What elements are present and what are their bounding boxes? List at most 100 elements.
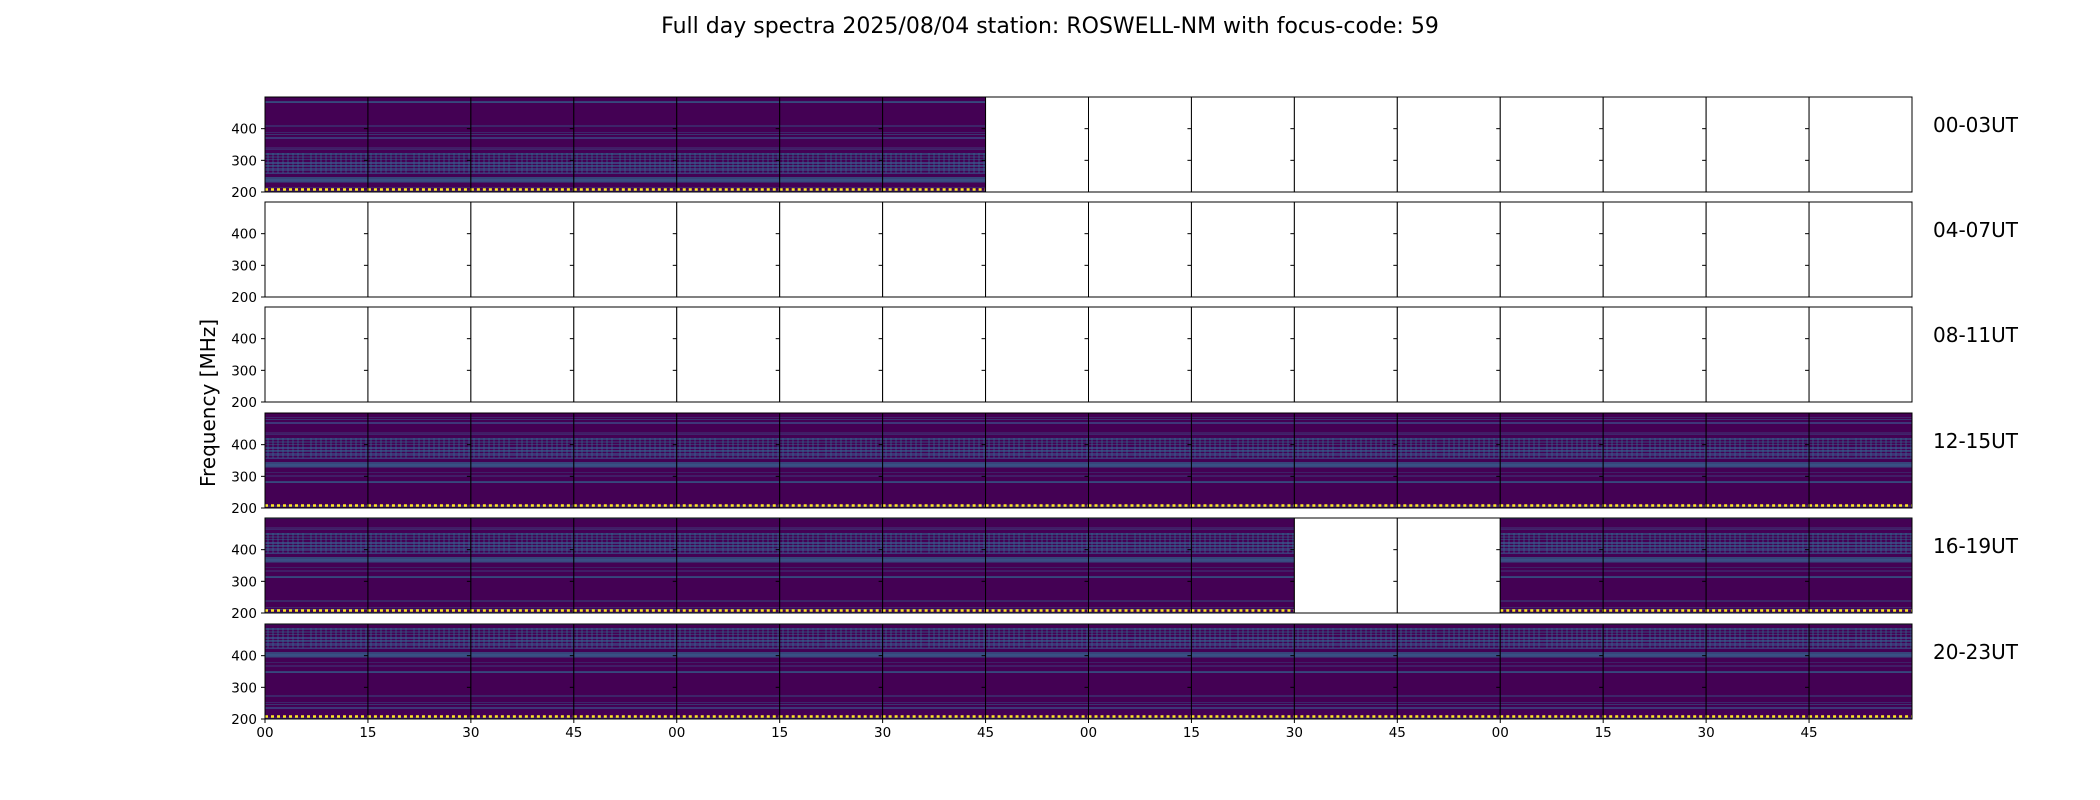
row-label: 20-23UT: [1933, 640, 2019, 664]
spectrum-panel: [573, 624, 677, 719]
empty-panel: [1809, 202, 1912, 297]
spectrum-panel: [882, 624, 986, 719]
y-tick-label: 200: [231, 290, 257, 306]
spectrum-panel: [265, 624, 368, 719]
spectrum-panel: [1191, 624, 1295, 719]
spectrum-panel: [1088, 624, 1192, 719]
spectrum-panel: [882, 97, 986, 192]
spectrum-panel: [265, 413, 368, 508]
empty-panel: [265, 202, 368, 297]
empty-panel: [1706, 307, 1810, 402]
x-tick-label: 00: [1080, 725, 1097, 741]
empty-panel: [882, 202, 986, 297]
spectrum-panel: [573, 413, 677, 508]
x-tick-label: 15: [1595, 725, 1612, 741]
panel-frame: [1808, 623, 1913, 720]
row-label: 16-19UT: [1933, 534, 2019, 558]
y-tick-label: 400: [231, 649, 257, 665]
y-tick-label: 400: [231, 122, 257, 138]
empty-panel: [1294, 97, 1398, 192]
empty-panel: [779, 202, 883, 297]
empty-panel: [1809, 307, 1912, 402]
y-tick-label: 200: [231, 606, 257, 622]
spectrum-panel: [1500, 518, 1604, 613]
x-tick-label: 45: [977, 725, 994, 741]
spectrum-panel: [1603, 413, 1707, 508]
spectrum-panel: [779, 97, 883, 192]
spectrum-panel: [1706, 518, 1810, 613]
spectrum-panel: [1191, 413, 1295, 508]
spectrum-panel: [1603, 518, 1707, 613]
spectrum-panel: [1706, 624, 1810, 719]
spectra-row: 400 300 200 00-03UT: [231, 96, 2019, 201]
y-tick-label: 300: [231, 469, 257, 485]
row-label: 12-15UT: [1933, 429, 2019, 453]
spectrum-panel: [573, 97, 677, 192]
panel-frame: [1808, 201, 1913, 298]
y-tick-label: 300: [231, 680, 257, 696]
x-tick-label: 45: [565, 725, 582, 741]
spectra-row: 400 300 200 08-11UT: [231, 306, 2019, 411]
spectrum-panel: [676, 624, 780, 719]
empty-panel: [1191, 202, 1295, 297]
x-tick-label: 15: [1183, 725, 1200, 741]
panel-frame: [1808, 96, 1913, 193]
empty-panel: [470, 202, 574, 297]
x-tick-label: 30: [462, 725, 479, 741]
spectrum-panel: [265, 518, 368, 613]
y-tick-label: 400: [231, 332, 257, 348]
empty-panel: [1191, 307, 1295, 402]
spectra-row: 400 300 200 16-19UT: [231, 517, 2019, 622]
spectrum-panel: [882, 518, 986, 613]
x-tick-label: 00: [668, 725, 685, 741]
spectrum-panel: [882, 413, 986, 508]
y-tick-label: 200: [231, 395, 257, 411]
empty-panel: [1397, 97, 1501, 192]
spectrum-panel: [367, 97, 471, 192]
empty-panel: [985, 97, 1089, 192]
spectrum-panel: [1294, 413, 1398, 508]
spectrum-panel: [676, 97, 780, 192]
x-tick-label: 45: [1389, 725, 1406, 741]
spectrum-panel: [779, 518, 883, 613]
row-label: 04-07UT: [1933, 218, 2019, 242]
spectrum-panel: [1088, 518, 1192, 613]
empty-panel: [1397, 307, 1501, 402]
spectrum-panel: [1294, 624, 1398, 719]
spectrum-panel: [470, 413, 574, 508]
y-tick-label: 200: [231, 712, 257, 728]
spectra-row: 400 300 200 12-15UT: [231, 412, 2019, 517]
spectra-row: 400 300 200 04-07UT: [231, 201, 2019, 306]
spectra-rows: 400 300 200 00-03UT 400 300 200 04-07UT 400 300 20…: [231, 96, 2019, 728]
panel-frame: [1808, 517, 1913, 614]
empty-panel: [779, 307, 883, 402]
empty-panel: [470, 307, 574, 402]
panel-frame: [1808, 412, 1913, 509]
empty-panel: [1397, 202, 1501, 297]
y-tick-label: 300: [231, 363, 257, 379]
spectrum-panel: [1397, 624, 1501, 719]
empty-panel: [1294, 307, 1398, 402]
x-tick-label: 30: [1286, 725, 1303, 741]
chart-title: Full day spectra 2025/08/04 station: ROS…: [661, 14, 1439, 39]
spectrum-panel: [470, 518, 574, 613]
spectrum-panel: [676, 518, 780, 613]
x-axis: 00 15 30 45 00 15 30 45 00 15 30 45 00 15 30 45: [256, 719, 1818, 741]
y-tick-label: 300: [231, 574, 257, 590]
y-tick-label: 200: [231, 185, 257, 201]
empty-panel: [676, 307, 780, 402]
spectrum-panel: [985, 624, 1089, 719]
y-tick-label: 400: [231, 438, 257, 454]
empty-panel: [1706, 97, 1810, 192]
y-tick-label: 400: [231, 543, 257, 559]
empty-panel: [882, 307, 986, 402]
x-tick-label: 45: [1800, 725, 1817, 741]
empty-panel: [985, 307, 1089, 402]
panel-frame: [1808, 306, 1913, 403]
spectrum-panel: [1500, 413, 1604, 508]
empty-panel: [573, 202, 677, 297]
x-tick-label: 15: [771, 725, 788, 741]
empty-panel: [1603, 307, 1707, 402]
spectrum-panel: [470, 624, 574, 719]
